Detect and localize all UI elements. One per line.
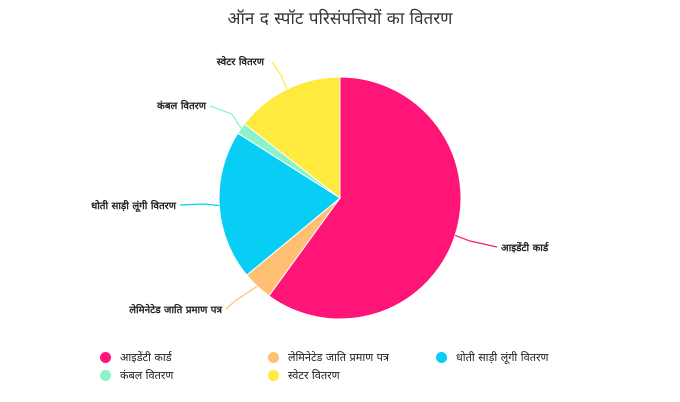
- pie-slice[interactable]: [268, 76, 462, 320]
- leader-line: [179, 203, 220, 207]
- legend-label: स्वेटर वितरण: [288, 368, 340, 382]
- legend-item[interactable]: स्वेटर वितरण: [268, 367, 436, 383]
- legend-swatch: [268, 369, 279, 381]
- pie-slice[interactable]: [218, 132, 341, 276]
- leader-line: [454, 234, 498, 248]
- legend-swatch: [436, 351, 447, 363]
- legend: आइडेंटी कार्ड लेमिनेटेड जाति प्रमाण पत्र ध…: [100, 349, 620, 383]
- leader-line: [271, 61, 288, 90]
- slice-label: धोती साड़ी लूंगी वितरण: [91, 199, 177, 213]
- pie-slice[interactable]: [243, 76, 341, 200]
- legend-swatch: [100, 351, 111, 363]
- chart-title: ऑन द स्पॉट परिसंपत्तियों का वितरण: [227, 9, 453, 29]
- legend-item[interactable]: धोती साड़ी लूंगी वितरण: [436, 349, 620, 365]
- legend-item[interactable]: कंबल वितरण: [100, 367, 268, 383]
- leader-line: [209, 105, 242, 129]
- legend-swatch: [100, 369, 111, 381]
- slice-label: आइडेंटी कार्ड: [501, 241, 549, 254]
- legend-item[interactable]: लेमिनेटेड जाति प्रमाण पत्र: [268, 349, 436, 365]
- slice-label: स्वेटर वितरण: [216, 55, 265, 68]
- legend-swatch: [268, 351, 279, 363]
- pie-chart: आइडेंटी कार्ड लेमिनेटेड जाति प्रमाण पत्र ध…: [91, 55, 549, 320]
- legend-label: धोती साड़ी लूंगी वितरण: [456, 350, 549, 364]
- legend-label: लेमिनेटेड जाति प्रमाण पत्र: [288, 350, 389, 364]
- slice-label: लेमिनेटेड जाति प्रमाण पत्र: [128, 303, 222, 316]
- leader-line: [225, 285, 258, 310]
- slice-label: कंबल वितरण: [156, 99, 207, 112]
- legend-label: कंबल वितरण: [120, 368, 174, 382]
- legend-label: आइडेंटी कार्ड: [120, 350, 172, 364]
- legend-item[interactable]: आइडेंटी कार्ड: [100, 349, 268, 365]
